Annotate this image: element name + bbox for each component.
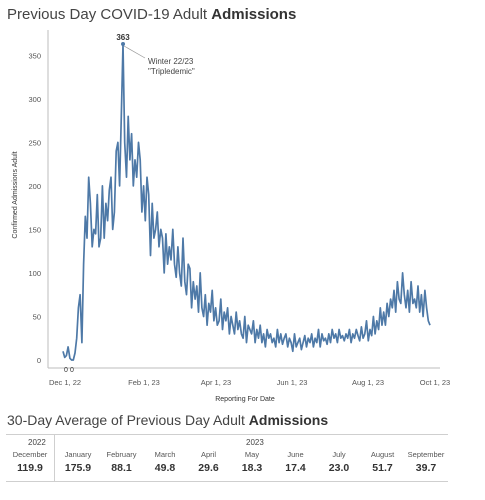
table-title: 30-Day Average of Previous Day Adult Adm… — [7, 412, 329, 428]
x-tick-label: Feb 1, 23 — [128, 378, 160, 387]
table-month-label: May — [244, 450, 260, 459]
peak-point — [121, 42, 126, 46]
table-value: 29.6 — [198, 462, 219, 474]
x-tick-label: Aug 1, 23 — [352, 378, 384, 387]
peak-value-label: 363 — [116, 33, 130, 42]
table-month-label: June — [287, 450, 304, 459]
x-tick-label: Oct 1, 23 — [420, 378, 450, 387]
table-value: 39.7 — [415, 462, 437, 474]
x-tick-label: Jun 1, 23 — [277, 378, 308, 387]
low-value-label: 0 — [64, 367, 68, 374]
annotation-leader — [123, 45, 146, 59]
y-tick-label: 200 — [28, 182, 41, 191]
table-month-label: December — [12, 450, 48, 459]
x-axis-label: Reporting For Date — [215, 396, 275, 403]
table-value: 119.9 — [17, 462, 43, 474]
annotation-line-1: Winter 22/23 — [148, 57, 194, 66]
y-tick-label: 150 — [28, 225, 41, 234]
annotation-line-2: "Tripledemic" — [148, 67, 195, 76]
y-tick-label: 100 — [28, 269, 41, 278]
x-tick-label: Apr 1, 23 — [201, 378, 231, 387]
x-tick-label: Dec 1, 22 — [49, 378, 81, 387]
y-tick-label: 50 — [33, 312, 41, 321]
chart-title: Previous Day COVID-19 Adult Admissions — [7, 6, 297, 23]
y-tick-label: 250 — [28, 138, 41, 147]
y-tick-label: 0 — [37, 356, 41, 365]
table-value: 17.4 — [285, 462, 306, 474]
monthly-average-table: 2022 2023 December 119.9 January 175.9 Febru… — [6, 434, 448, 482]
series-line — [62, 43, 431, 361]
low-value-label: 0 — [70, 367, 74, 374]
table-month-label: March — [154, 450, 176, 459]
y-axis-label: Confirmed Admissions Adult — [12, 151, 19, 238]
year-label-2022: 2022 — [28, 438, 46, 447]
table-month-label: August — [370, 450, 395, 459]
year-label-2023: 2023 — [246, 438, 264, 447]
table-month-label: February — [106, 450, 137, 459]
table-month-label: July — [332, 450, 346, 459]
table-value: 49.8 — [154, 462, 176, 474]
table-value: 175.9 — [64, 462, 92, 474]
y-tick-label: 300 — [28, 95, 41, 104]
table-value: 88.1 — [111, 462, 132, 474]
table-value: 23.0 — [328, 462, 350, 474]
table-month-label: April — [200, 450, 216, 459]
table-value: 51.7 — [372, 462, 393, 474]
year-divider — [54, 435, 55, 481]
y-tick-label: 350 — [28, 51, 41, 60]
table-month-label: January — [64, 450, 92, 459]
table-month-label: September — [407, 450, 445, 459]
admissions-line-chart: 0 50 100 150 200 250 300 350 Confirmed Admission… — [12, 30, 450, 403]
table-value: 18.3 — [241, 462, 263, 474]
